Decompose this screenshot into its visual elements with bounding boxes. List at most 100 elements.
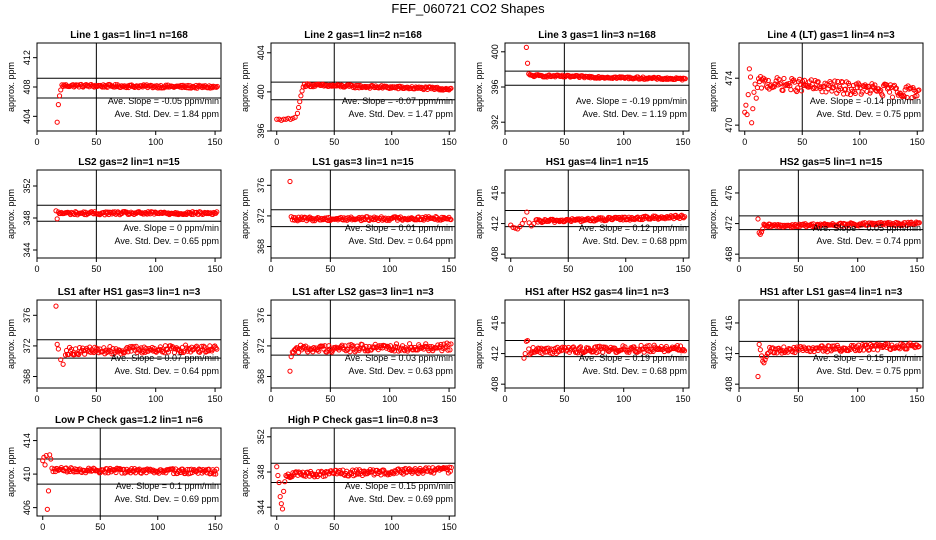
x-tick-label: 50: [325, 394, 335, 404]
panel-title: LS1 gas=3 lin=1 n=15: [312, 157, 414, 168]
x-tick-label: 150: [442, 264, 457, 274]
data-point: [524, 337, 531, 344]
data-point: [765, 77, 771, 84]
panel-title: HS2 gas=5 lin=1 n=15: [780, 157, 883, 168]
data-point: [55, 102, 61, 108]
panel-title: Line 3 gas=1 lin=3 n=168: [538, 30, 656, 41]
data-point: [203, 467, 209, 473]
x-tick-label: 0: [742, 137, 747, 147]
data-point: [584, 345, 590, 351]
data-point: [211, 471, 217, 477]
slope-annotation: Ave. Slope = 0.01 ppm/min: [345, 223, 453, 233]
x-tick-label: 0: [736, 394, 741, 404]
data-point: [844, 91, 851, 97]
data-point: [281, 488, 287, 494]
data-point: [574, 216, 580, 222]
data-point: [359, 342, 365, 348]
y-tick-label: 396: [490, 79, 500, 94]
x-tick-label: 50: [793, 394, 803, 404]
panel-title: Line 1 gas=1 lin=1 n=168: [70, 30, 188, 41]
data-point: [123, 469, 129, 475]
y-tick-label: 472: [724, 216, 734, 231]
data-point: [778, 80, 784, 86]
data-point: [347, 349, 353, 355]
data-point: [287, 178, 293, 185]
data-point: [50, 468, 56, 475]
data-point: [529, 350, 535, 356]
x-tick-label: 0: [34, 394, 39, 404]
y-tick-label: 404: [22, 109, 32, 124]
y-tick-label: 474: [724, 71, 734, 86]
data-point: [214, 466, 220, 472]
x-tick-label: 100: [148, 394, 163, 404]
data-point: [577, 344, 584, 350]
x-tick-label: 0: [502, 137, 507, 147]
data-point: [278, 501, 284, 507]
panel-13: Low P Check gas=1.2 lin=1 n=6 0 50 100 150 40…: [6, 415, 223, 532]
x-tick-label: 50: [325, 264, 335, 274]
std-annotation: Ave. Std. Dev. = 0.75 ppm: [817, 109, 921, 119]
data-point: [291, 217, 298, 223]
x-tick-label: 150: [910, 264, 925, 274]
x-tick-label: 0: [40, 522, 45, 532]
data-point: [830, 346, 836, 352]
data-point: [757, 347, 763, 353]
x-tick-label: 150: [676, 264, 691, 274]
x-tick-label: 50: [91, 137, 101, 147]
data-point: [294, 110, 301, 117]
data-point: [300, 84, 306, 90]
data-point: [276, 479, 282, 486]
data-point: [760, 226, 766, 232]
data-point: [320, 343, 326, 349]
panel-title: HS1 after HS2 gas=4 lin=1 n=3: [525, 287, 669, 298]
data-point: [682, 214, 688, 220]
panel-12: HS1 after LS1 gas=4 lin=1 n=3 0 50 100 150 40…: [708, 287, 925, 404]
y-axis-label: approx. ppm: [474, 319, 484, 369]
data-point: [622, 344, 628, 350]
plot-frame: [270, 42, 456, 132]
panel-1: Line 1 gas=1 lin=1 n=168 0 50 100 150 404 408 4…: [6, 30, 223, 147]
data-point: [510, 224, 516, 230]
data-point: [857, 346, 864, 352]
data-point: [182, 342, 189, 348]
plot-frame: [504, 299, 690, 389]
data-point: [214, 346, 220, 352]
data-point: [281, 116, 287, 122]
data-point: [339, 342, 345, 348]
panel-title: LS2 gas=2 lin=1 n=15: [78, 157, 180, 168]
data-point: [122, 349, 128, 355]
data-point: [277, 494, 283, 500]
x-tick-label: 50: [91, 394, 101, 404]
data-point: [435, 217, 441, 223]
x-tick-label: 150: [676, 394, 691, 404]
data-point: [780, 87, 786, 94]
y-axis-label: approx. ppm: [708, 62, 718, 112]
y-tick-label: 476: [724, 185, 734, 200]
y-tick-label: 408: [490, 377, 500, 392]
data-point: [105, 470, 111, 476]
figure-title: FEF_060721 CO2 Shapes: [391, 1, 545, 16]
std-annotation: Ave. Std. Dev. = 1.84 ppm: [115, 109, 219, 119]
data-point: [445, 347, 451, 353]
data-point: [751, 89, 757, 95]
y-axis-label: approx. ppm: [474, 189, 484, 239]
x-tick-label: 100: [148, 264, 163, 274]
data-point: [415, 470, 421, 477]
data-point: [680, 214, 686, 220]
data-point: [746, 66, 752, 72]
data-point: [157, 344, 163, 350]
data-point: [900, 92, 906, 98]
data-point: [44, 506, 50, 512]
x-tick-label: 100: [616, 394, 631, 404]
slope-annotation: Ave. Slope = 0.15 ppm/min: [345, 481, 453, 491]
x-tick-label: 100: [382, 264, 397, 274]
x-tick-label: 150: [676, 137, 691, 147]
data-point: [448, 216, 454, 223]
data-point: [750, 106, 756, 112]
x-tick-label: 50: [559, 394, 569, 404]
data-point: [752, 81, 758, 87]
data-point: [771, 84, 777, 90]
std-annotation: Ave. Std. Dev. = 0.69 ppm: [349, 494, 453, 504]
std-annotation: Ave. Std. Dev. = 0.68 ppm: [583, 236, 687, 246]
data-point: [681, 215, 687, 221]
